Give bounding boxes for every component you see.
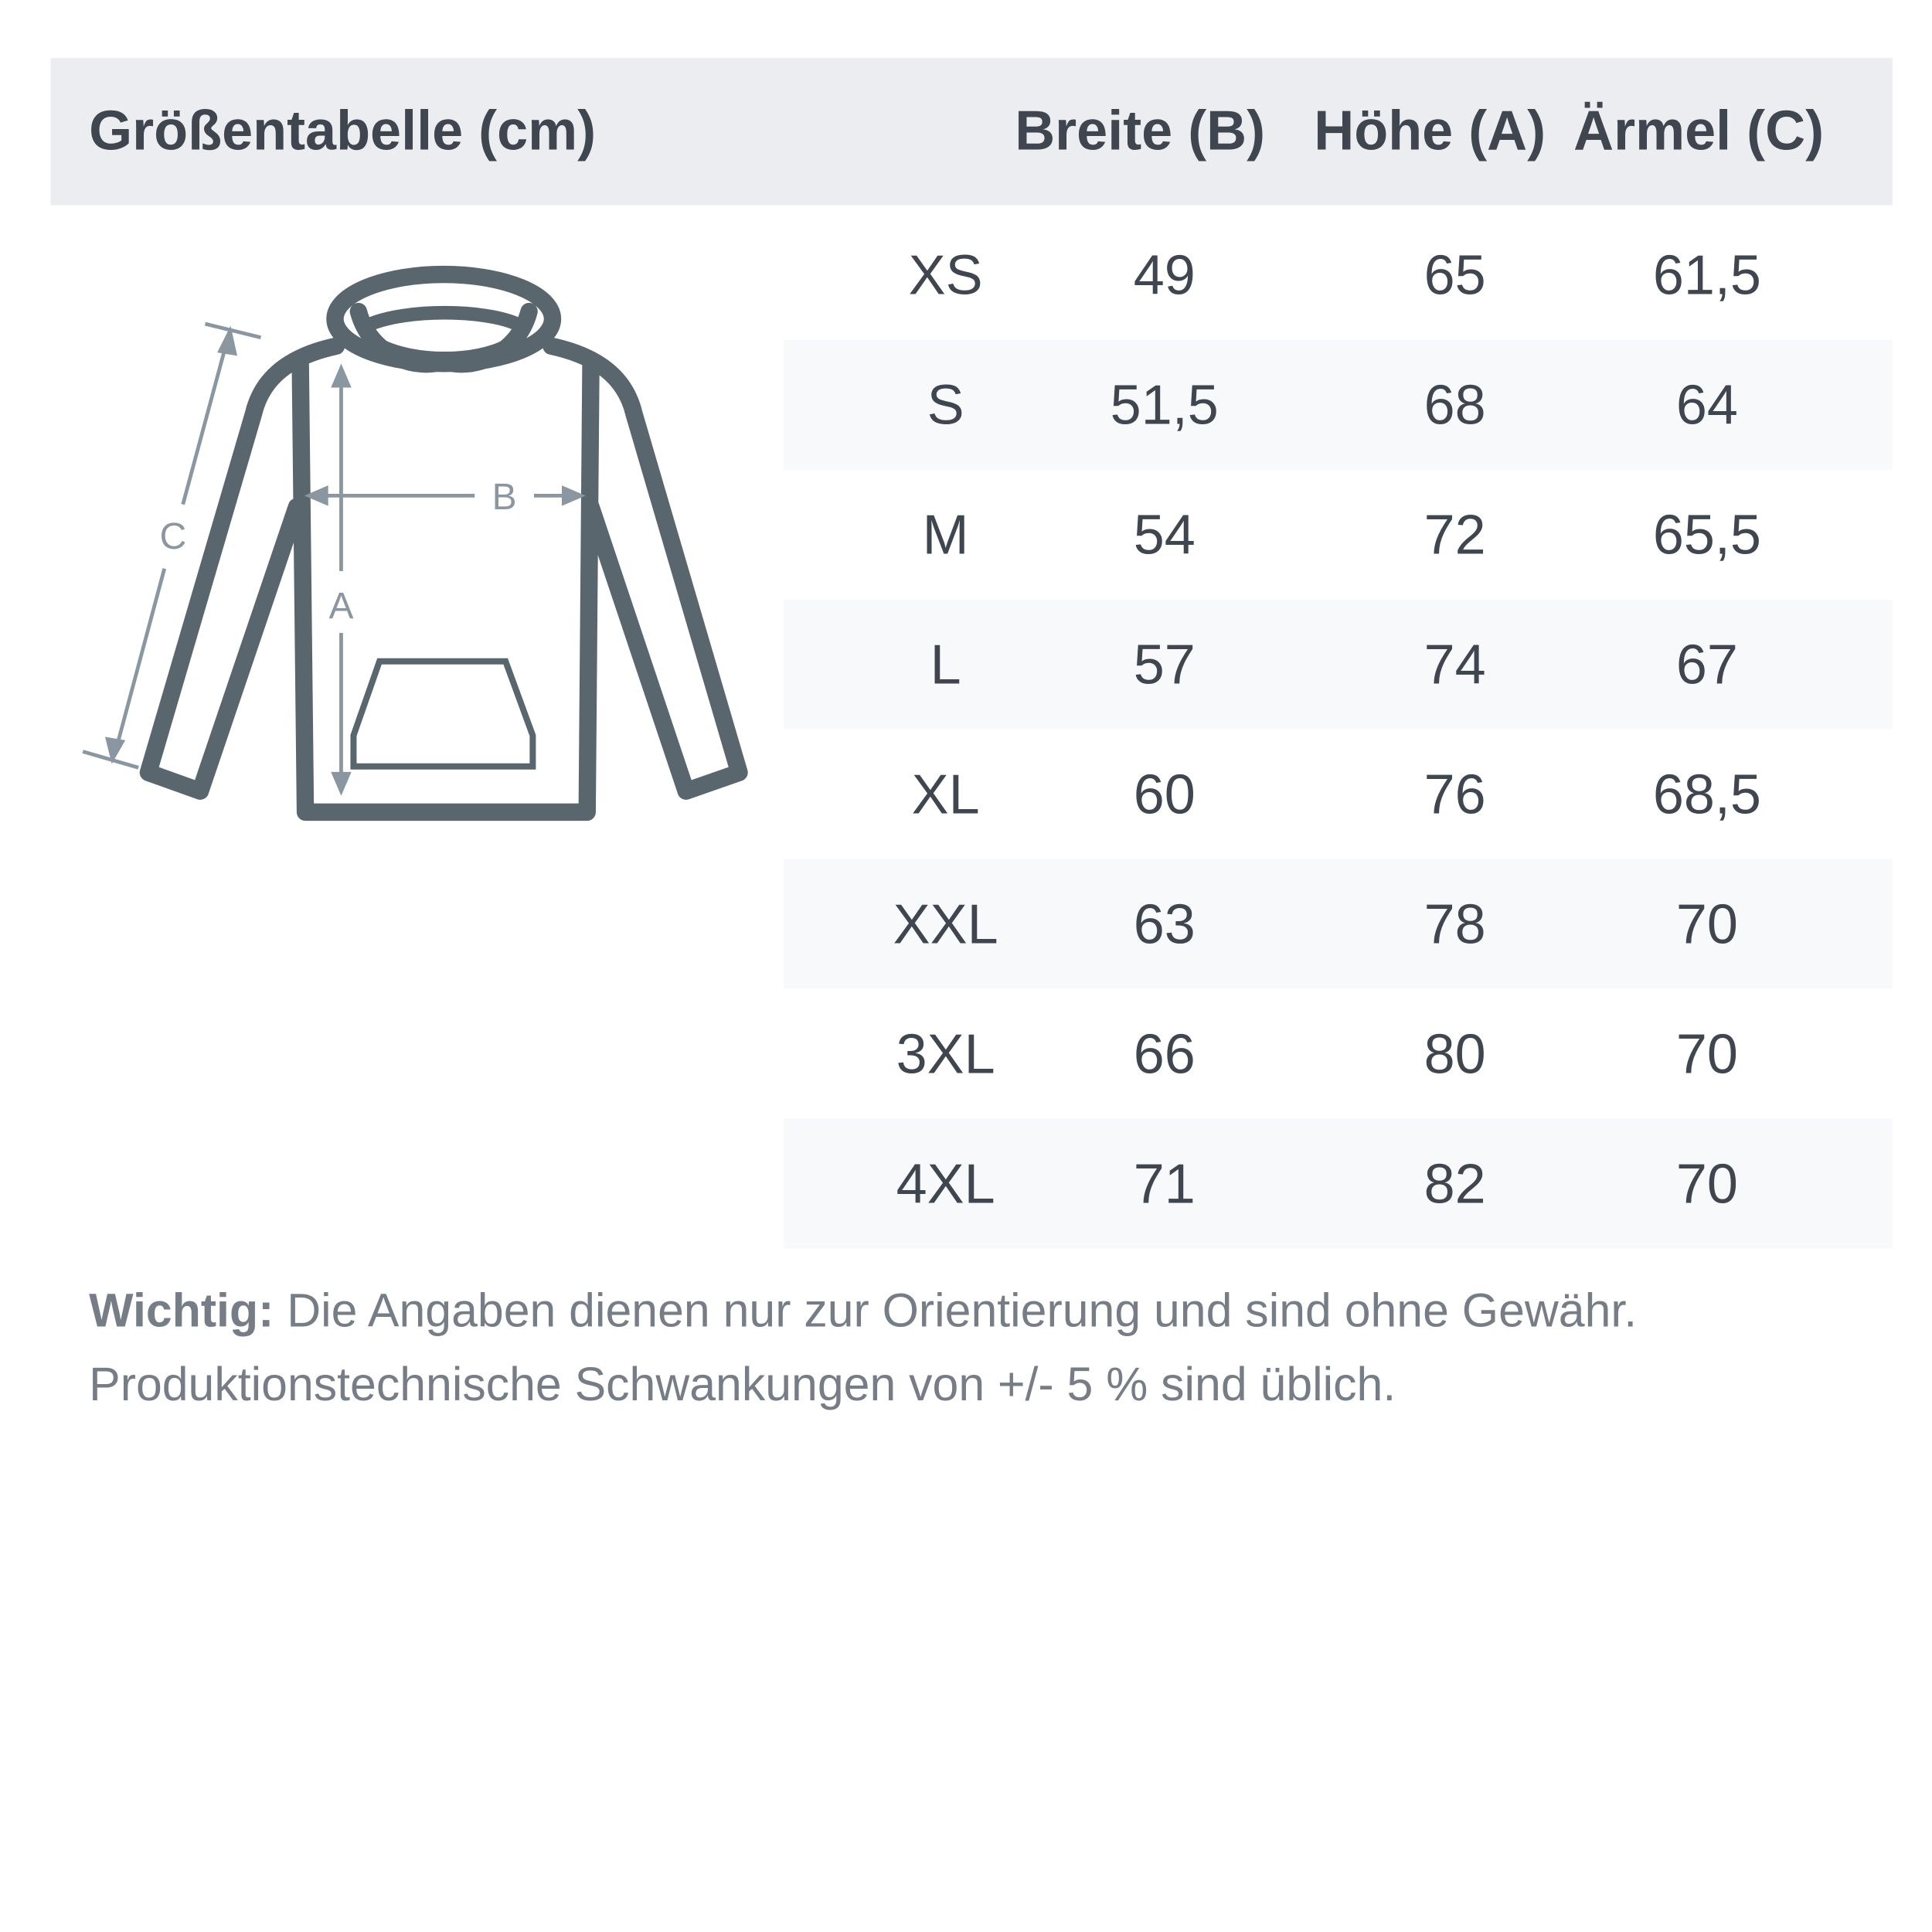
table-row: 3XL 66 80 70	[784, 989, 1893, 1119]
size-label: S	[927, 373, 964, 437]
measure-value-c: 64	[1675, 373, 1738, 437]
table-row: XXL 63 78 70	[784, 859, 1893, 989]
column-header-sleeve: Ärmel (C)	[1573, 98, 1825, 162]
measure-value-c: 68,5	[1652, 762, 1761, 826]
size-label: XS	[908, 243, 983, 307]
measure-value-b: 57	[1133, 632, 1196, 696]
measure-value-a: 76	[1423, 762, 1486, 826]
footnote-bold: Wichtig:	[89, 1285, 274, 1338]
measure-value-a: 74	[1423, 632, 1486, 696]
measure-value-a: 82	[1423, 1151, 1486, 1216]
measure-value-b: 63	[1133, 892, 1196, 956]
measure-value-b: 66	[1133, 1022, 1196, 1086]
measure-value-c: 61,5	[1652, 243, 1761, 307]
measure-value-c: 70	[1675, 1151, 1738, 1216]
hoodie-right-sleeve	[543, 337, 748, 800]
hoodie-left-sleeve	[139, 337, 345, 800]
measure-value-a: 78	[1423, 892, 1486, 956]
table-row: S 51,5 68 64	[784, 339, 1893, 470]
size-label: 4XL	[896, 1151, 995, 1216]
size-label: M	[922, 502, 969, 566]
size-label: 3XL	[896, 1022, 995, 1086]
measure-value-a: 80	[1423, 1022, 1486, 1086]
measure-label-c: C	[160, 516, 187, 557]
measure-value-b: 71	[1133, 1151, 1196, 1216]
size-label: XXL	[893, 892, 998, 956]
measure-value-a: 65	[1423, 243, 1486, 307]
column-header-width: Breite (B)	[1015, 98, 1266, 162]
table-row: M 54 72 65,5	[784, 470, 1893, 600]
footnote-line-2: Produktionstechnische Schwankungen von +…	[89, 1359, 1396, 1412]
measure-value-b: 54	[1133, 502, 1196, 566]
column-header-height: Höhe (A)	[1314, 98, 1546, 162]
footnote-line-1: Wichtig: Die Angaben dienen nur zur Orie…	[89, 1283, 1637, 1340]
hoodie-body	[291, 355, 600, 821]
hoodie-pocket	[350, 658, 536, 770]
page-title: Größentabelle (cm)	[89, 98, 597, 162]
table-row: 4XL 71 82 70	[784, 1118, 1893, 1249]
measure-label-a: A	[328, 586, 353, 627]
table-row: XS 49 65 61,5	[784, 210, 1893, 340]
size-label: L	[930, 632, 961, 696]
measure-value-a: 72	[1423, 502, 1486, 566]
measure-value-c: 70	[1675, 1022, 1738, 1086]
table-row: L 57 74 67	[784, 599, 1893, 730]
footnote-text: Die Angaben dienen nur zur Orientierung …	[274, 1285, 1638, 1338]
table-header	[50, 58, 1893, 206]
measure-value-c: 65,5	[1652, 502, 1761, 566]
measure-value-b: 60	[1133, 762, 1196, 826]
measure-label-b: B	[492, 477, 517, 518]
measure-value-c: 70	[1675, 892, 1738, 956]
size-label: XL	[911, 762, 980, 826]
table-row: XL 60 76 68,5	[784, 730, 1893, 859]
measure-value-c: 67	[1675, 632, 1738, 696]
measure-value-b: 49	[1133, 243, 1196, 307]
hoodie-measurement-icon: A B C	[82, 265, 748, 821]
measure-value-b: 51,5	[1110, 373, 1219, 437]
measure-value-a: 68	[1423, 373, 1486, 437]
